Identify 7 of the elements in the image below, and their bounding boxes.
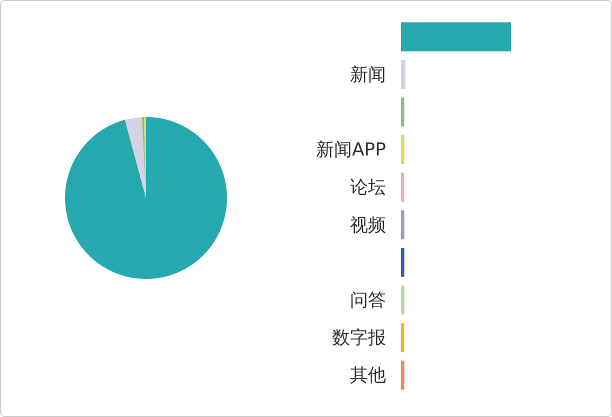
y-tick-label: 新闻: [350, 64, 386, 86]
y-tick-label: 视频: [350, 214, 386, 236]
y-tick-label: 其他: [350, 365, 386, 386]
y-tick-label: 论坛: [350, 177, 386, 198]
y-tick-label: 数字报: [332, 328, 386, 349]
y-tick-label: 新闻APP: [316, 140, 386, 161]
y-tick-label: 问答: [350, 290, 386, 311]
